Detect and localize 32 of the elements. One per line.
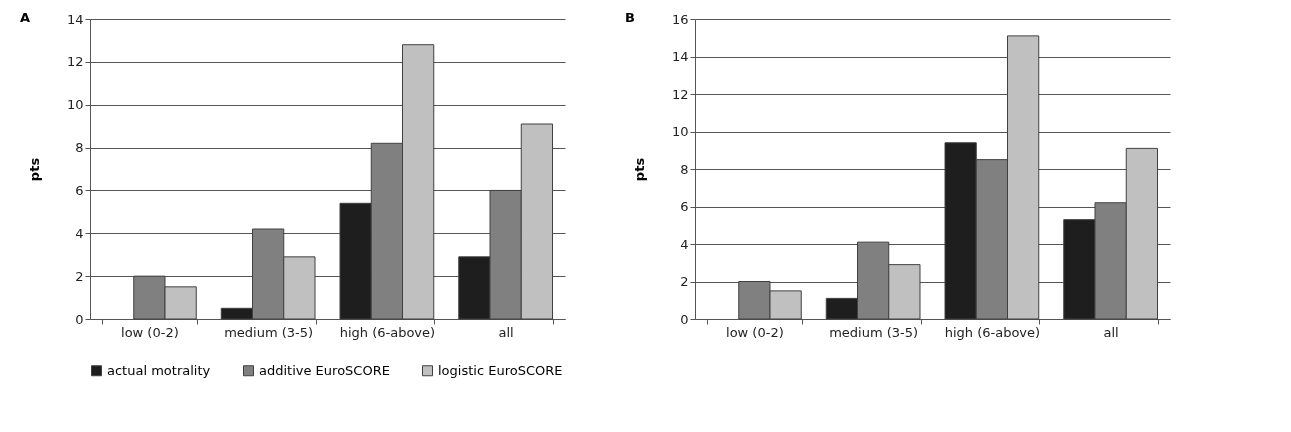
- y-tick-label: 8: [75, 140, 84, 156]
- x-tick-label: low (0-2): [121, 324, 179, 340]
- legend-label: additive EuroSCORE: [259, 362, 390, 378]
- y-tick-label: 8: [680, 161, 689, 177]
- legend-label: logistic EuroSCORE: [438, 362, 563, 378]
- y-tick-label: 10: [671, 124, 689, 139]
- y-tick-label: 14: [671, 49, 689, 64]
- x-tick-label: low (0-2): [726, 324, 784, 340]
- y-tick-label: 16: [671, 11, 689, 27]
- y-tick-label: 12: [66, 54, 84, 70]
- x-tick-label: high (6-above): [944, 324, 1041, 340]
- y-tick-label: 12: [671, 86, 689, 102]
- y-tick-label: 0: [680, 311, 689, 327]
- y-tick-label: 6: [680, 199, 689, 214]
- y-tick-label: 4: [75, 225, 84, 241]
- x-tick-label: medium (3-5): [224, 324, 314, 340]
- x-tick-label: all: [498, 324, 514, 340]
- y-tick-label: 2: [680, 274, 689, 289]
- y-axis-title: pts: [26, 157, 42, 182]
- chart-title: B: [625, 10, 635, 25]
- x-tick-label: high (6-above): [339, 324, 436, 340]
- y-tick-label: 14: [66, 11, 84, 27]
- chart-title: A: [20, 10, 31, 25]
- legend-label: actual motrality: [107, 362, 211, 378]
- x-tick-label: medium (3-5): [829, 324, 919, 340]
- y-axis-title: pts: [631, 157, 647, 182]
- y-tick-label: 6: [75, 182, 84, 198]
- y-tick-label: 10: [66, 97, 84, 113]
- y-tick-label: 0: [75, 311, 84, 327]
- x-tick-label: all: [1103, 324, 1119, 340]
- y-tick-label: 4: [680, 236, 689, 252]
- y-tick-label: 2: [75, 268, 84, 284]
